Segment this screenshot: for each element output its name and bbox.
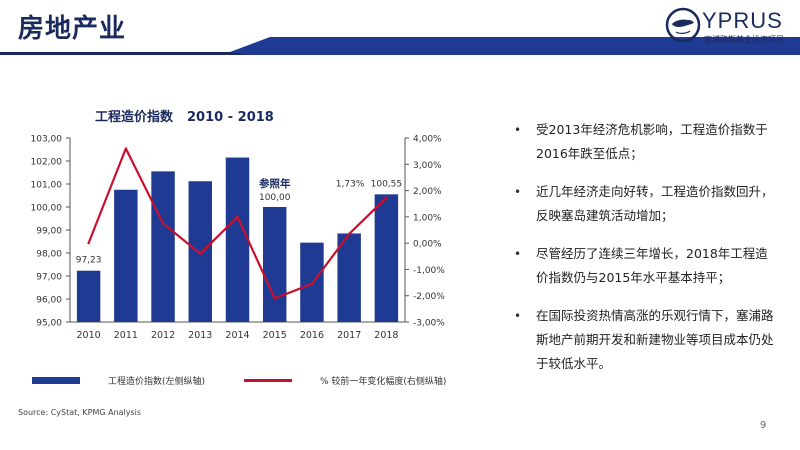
line-point [347,232,351,236]
y-right-tick-label: 2,00% [413,187,442,197]
chart-title-main: 工程造价指数 [95,110,174,125]
x-tick-label: 2010 [77,330,101,341]
x-tick-label: 2016 [300,330,324,341]
bar [262,207,287,322]
bullet-list: • 受2013年经济危机影响，工程造价指数于2016年跌至低点； • 近几年经济走向… [508,118,778,390]
y-left-tick-label: 102,00 [31,158,63,168]
bullet-dot-icon: • [514,247,522,261]
reference-year-label: 参照年 [259,177,291,190]
y-left-tick-label: 100,00 [31,204,63,214]
bullet-dot-icon: • [514,123,522,137]
y-left-tick-label: 98,00 [36,250,62,260]
legend-bar-label: 工程造价指数(左侧纵轴) [108,377,206,387]
y-left-tick-label: 97,00 [36,273,62,283]
bar [151,171,175,322]
chart-title: 工程造价指数 2010 - 2018 [95,106,274,125]
y-left-tick-label: 99,00 [36,227,62,237]
x-tick-label: 2013 [188,330,212,341]
cyprus-logo: YPRUS 塞浦路斯基金投资项目 [664,6,794,48]
x-tick-label: 2014 [225,330,249,341]
x-tick-label: 2017 [337,330,361,341]
legend-bar-swatch [32,377,80,384]
line-point [273,297,276,300]
bullet-text: 近几年经济走向好转，工程造价指数回升，反映塞岛建筑活动增加； [536,184,774,223]
logo-word: YPRUS [702,8,783,33]
y-right-tick-label: 1,00% [413,213,442,223]
bullet-item: • 尽管经历了连续三年增长，2018年工程造价指数仍与2015年水平基本持平； [508,242,778,290]
source-note: Source: CyStat, KPMG Analysis [18,408,142,417]
bullet-item: • 受2013年经济危机影响，工程造价指数于2016年跌至低点； [508,118,778,166]
y-right-tick-label: -1,00% [413,266,445,276]
bar [337,233,361,322]
line-point [161,222,165,225]
data-label-2018: 100,55 [371,179,403,189]
data-label-2010: 97,23 [76,256,102,266]
page-title: 房地产业 [18,14,127,44]
line-point [124,147,128,150]
bar [76,270,101,322]
bullet-item: • 在国际投资热情高涨的乐观行情下，塞浦路斯地产前期开发和新建物业等项目成本仍处于… [508,304,778,376]
bar [374,194,399,322]
x-tick-label: 2018 [374,330,398,341]
header-band [0,0,800,55]
bullet-dot-icon: • [514,185,522,199]
y-left-tick-label: 96,00 [36,296,62,306]
y-right-tick-label: -2,00% [413,292,445,302]
bar [225,157,250,322]
y-left-tick-label: 101,00 [31,181,63,191]
line-point [87,241,90,245]
y-right-tick-label: 4,00% [413,135,442,145]
legend-bar-item: 工程造价指数(左侧纵轴) [32,374,205,387]
bar [188,181,213,322]
construction-cost-chart: 95,00 96,00 97,00 98,00 99,00 100,00 101,00 102… [31,135,446,342]
bullet-text: 受2013年经济危机影响，工程造价指数于2016年跌至低点； [536,122,768,161]
y-right-tick-label: -3,00% [413,319,445,329]
legend-line-item: % 较前一年变化幅度(右侧纵轴) [244,374,446,387]
bullet-item: • 近几年经济走向好转，工程造价指数回升，反映塞岛建筑活动增加； [508,180,778,228]
legend-line-swatch [244,379,292,382]
y-right-tick-label: 3,00% [413,161,442,171]
y-left-tick-label: 95,00 [36,319,62,329]
x-tick-label: 2012 [151,330,175,341]
page-number: 9 [760,420,767,431]
bullet-dot-icon: • [514,309,522,323]
logo-subtitle: 塞浦路斯基金投资项目 [704,35,784,44]
bar [114,189,138,322]
line-point [199,252,202,255]
x-tick-label: 2015 [263,330,287,341]
bullet-text: 尽管经历了连续三年增长，2018年工程造价指数仍与2015年水平基本持平； [536,246,768,285]
data-label-2015: 100,00 [259,193,291,203]
legend-line-label: % 较前一年变化幅度(右侧纵轴) [320,377,447,387]
x-tick-label: 2011 [114,330,138,341]
bullet-text: 在国际投资热情高涨的乐观行情下，塞浦路斯地产前期开发和新建物业等项目成本仍处于较… [536,308,774,371]
y-right-tick-label: 0,00% [413,240,442,250]
line-point [385,196,388,199]
y-left-tick-label: 103,00 [31,135,63,145]
pct-label-2018: 1,73% [336,179,365,189]
line-point [310,282,314,286]
line-point [236,215,239,219]
chart-title-range: 2010 - 2018 [187,110,274,125]
logo-emblem-icon [665,7,701,43]
